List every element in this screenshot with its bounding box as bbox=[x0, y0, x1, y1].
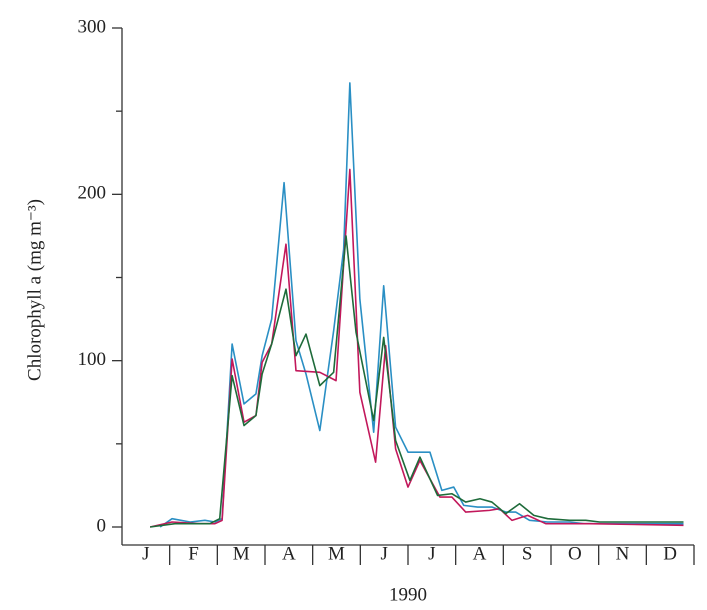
series-line bbox=[149, 168, 684, 528]
x-tick-label: J bbox=[380, 543, 387, 564]
y-tick-label: 200 bbox=[78, 183, 107, 204]
series-line bbox=[159, 82, 684, 528]
x-tick-label: F bbox=[188, 543, 199, 564]
y-tick-label: 100 bbox=[78, 349, 107, 370]
x-tick-label: S bbox=[522, 543, 533, 564]
x-tick-label: M bbox=[328, 543, 345, 564]
y-tick-label: 0 bbox=[97, 515, 107, 536]
x-tick-label: M bbox=[233, 543, 250, 564]
x-tick-label: D bbox=[663, 543, 677, 564]
series-line bbox=[150, 235, 684, 528]
y-tick-label: 300 bbox=[78, 16, 107, 37]
y-axis-label: Chlorophyll a (mg m⁻³) bbox=[24, 199, 45, 381]
x-tick-label: N bbox=[616, 543, 630, 564]
x-axis-label: 1990 bbox=[389, 584, 427, 605]
x-tick-label: J bbox=[428, 543, 435, 564]
x-tick-label: O bbox=[568, 543, 582, 564]
x-tick-label: A bbox=[282, 543, 296, 564]
x-tick-label: A bbox=[473, 543, 487, 564]
x-tick-label: J bbox=[142, 543, 149, 564]
